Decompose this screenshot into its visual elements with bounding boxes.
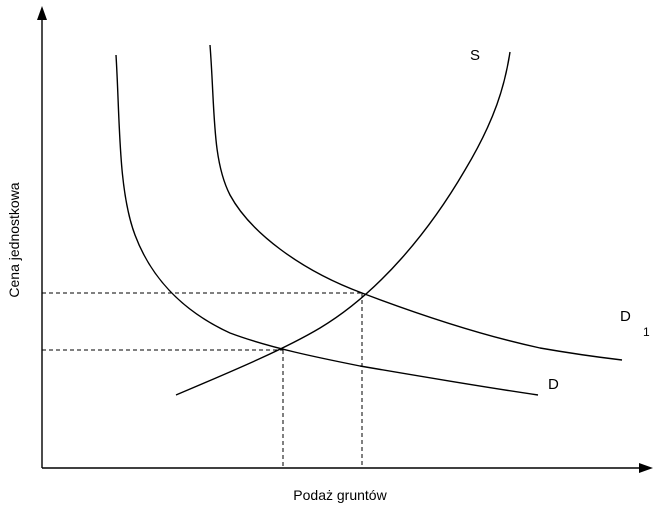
guide-lines	[42, 292, 363, 468]
supply-curve	[175, 51, 511, 396]
x-axis-arrow	[639, 463, 653, 473]
demand-shifted-curve	[209, 44, 623, 361]
demand-curve	[115, 54, 539, 396]
demand-shifted-subscript: 1	[643, 325, 650, 339]
x-axis-label: Podaż gruntów	[293, 487, 387, 503]
y-axis-label: Cena jednostkowa	[6, 182, 22, 297]
y-axis-arrow	[37, 6, 47, 20]
supply-label: S	[470, 47, 480, 64]
demand-shifted-label: D	[620, 308, 631, 325]
demand-label: D	[548, 376, 559, 393]
